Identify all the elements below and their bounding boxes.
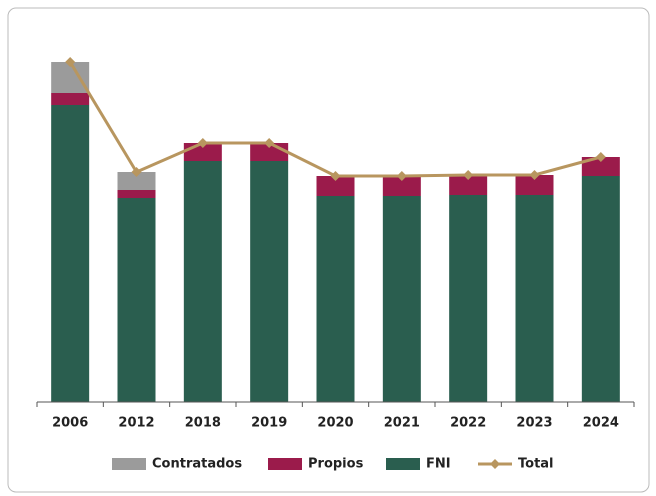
- bar-segment: [449, 195, 488, 402]
- legend-swatch: [268, 458, 302, 470]
- bar-segment: [382, 196, 421, 402]
- bar-segment: [51, 93, 90, 105]
- x-tick-label: 2006: [52, 416, 88, 431]
- x-tick-label: 2020: [317, 416, 353, 431]
- total-marker: [330, 171, 341, 181]
- legend-label: Contratados: [152, 457, 242, 472]
- bar-segment: [382, 176, 421, 196]
- total-marker: [131, 167, 142, 177]
- legend-swatch: [112, 458, 146, 470]
- total-marker: [264, 138, 275, 148]
- total-marker: [396, 171, 407, 181]
- bar-segment: [449, 175, 488, 195]
- bar-segment: [117, 190, 156, 198]
- bar-segment: [183, 161, 222, 402]
- legend-label: Total: [518, 457, 554, 472]
- x-tick-label: 2012: [118, 416, 154, 431]
- total-marker: [529, 170, 540, 180]
- bar-segment: [316, 176, 355, 196]
- bar-segment: [515, 175, 554, 195]
- x-tick-label: 2024: [583, 416, 619, 431]
- legend-label: FNI: [426, 457, 451, 472]
- total-marker: [65, 57, 76, 67]
- x-tick-label: 2023: [516, 416, 552, 431]
- x-tick-label: 2022: [450, 416, 486, 431]
- total-marker: [197, 138, 208, 148]
- x-tick-label: 2018: [185, 416, 221, 431]
- bar-segment: [316, 196, 355, 402]
- bar-segment: [117, 198, 156, 402]
- bar-segment: [117, 172, 156, 190]
- total-marker: [595, 152, 606, 162]
- legend-swatch: [386, 458, 420, 470]
- total-marker: [463, 170, 474, 180]
- x-tick-label: 2021: [384, 416, 420, 431]
- legend-label: Propios: [308, 457, 364, 472]
- bar-segment: [51, 105, 90, 402]
- bar-segment: [581, 157, 620, 176]
- bar-segment: [515, 195, 554, 402]
- x-tick-label: 2019: [251, 416, 287, 431]
- bar-segment: [51, 62, 90, 93]
- bar-segment: [250, 161, 289, 402]
- legend-marker: [490, 459, 500, 469]
- bar-segment: [581, 176, 620, 402]
